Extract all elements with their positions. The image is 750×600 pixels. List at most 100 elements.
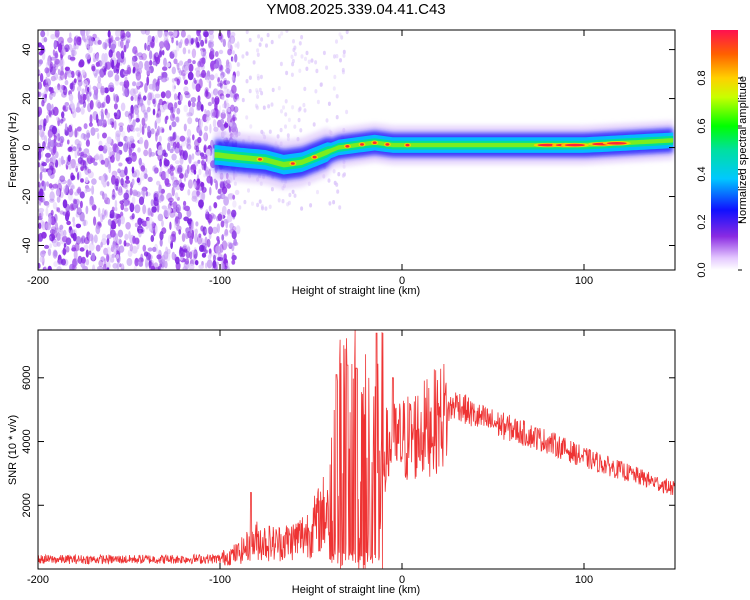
noise-speckle-sparse: [277, 34, 281, 39]
snr-y-label: SNR (10 * v/v): [7, 415, 19, 485]
noise-speckle-sparse: [261, 206, 264, 211]
noise-speckle: [145, 258, 149, 268]
noise-speckle: [97, 207, 101, 218]
noise-speckle: [113, 103, 118, 110]
noise-speckle: [204, 125, 209, 132]
noise-speckle: [38, 106, 43, 116]
noise-speckle-sparse: [333, 74, 337, 80]
noise-speckle: [116, 109, 121, 120]
band-hot-core: [312, 155, 317, 159]
noise-speckle-sparse: [277, 198, 281, 203]
noise-speckle: [220, 262, 225, 270]
noise-speckle: [236, 41, 240, 49]
noise-speckle: [119, 125, 124, 132]
noise-speckle: [158, 184, 162, 194]
noise-speckle: [217, 257, 224, 262]
noise-speckle: [195, 36, 199, 46]
noise-speckle: [101, 111, 104, 122]
noise-speckle: [180, 30, 186, 38]
noise-speckle-sparse: [256, 76, 260, 81]
noise-speckle: [215, 180, 219, 190]
noise-speckle: [95, 244, 101, 252]
noise-speckle: [174, 160, 180, 165]
noise-speckle: [183, 172, 187, 182]
noise-speckle: [70, 100, 74, 109]
noise-speckle: [50, 236, 54, 242]
noise-speckle: [131, 56, 135, 67]
noise-speckle: [91, 65, 96, 72]
noise-speckle: [42, 266, 47, 270]
noise-speckle: [119, 263, 122, 268]
noise-speckle: [220, 123, 226, 132]
noise-speckle: [229, 222, 234, 230]
noise-speckle: [236, 62, 240, 67]
noise-speckle: [191, 101, 196, 108]
noise-speckle: [209, 74, 215, 81]
noise-speckle: [172, 82, 176, 92]
noise-speckle: [101, 214, 105, 220]
snr-y-ticks: 2000 4000 6000: [21, 366, 675, 518]
noise-speckle: [134, 49, 139, 57]
noise-speckle: [78, 99, 84, 105]
noise-speckle: [175, 216, 179, 224]
noise-speckle: [104, 210, 107, 216]
noise-speckle: [77, 90, 81, 101]
spectrogram-x-tick-label: -200: [27, 275, 49, 287]
noise-speckle: [51, 125, 58, 135]
noise-speckle: [144, 112, 149, 122]
noise-speckle-sparse: [339, 58, 342, 63]
noise-speckle: [234, 93, 240, 100]
noise-speckle-sparse: [298, 68, 302, 74]
noise-speckle-sparse: [325, 118, 329, 123]
noise-speckle: [54, 221, 59, 231]
noise-speckle: [198, 233, 202, 238]
noise-speckle: [54, 58, 60, 65]
noise-speckle: [107, 198, 111, 205]
noise-speckle: [198, 264, 205, 269]
noise-speckle: [157, 149, 163, 156]
noise-speckle: [187, 117, 193, 125]
noise-speckle-sparse: [343, 172, 346, 177]
noise-speckle: [173, 58, 178, 65]
noise-speckle: [53, 85, 60, 94]
noise-speckle: [227, 48, 233, 56]
noise-speckle: [197, 159, 201, 164]
noise-speckle: [107, 70, 114, 78]
noise-speckle: [164, 171, 170, 179]
noise-speckle: [39, 188, 44, 198]
noise-speckle: [194, 79, 197, 85]
noise-speckle: [188, 63, 194, 72]
noise-speckle: [84, 165, 88, 170]
noise-speckle: [225, 262, 230, 267]
noise-speckle: [197, 190, 200, 198]
snr-y-tick-label: 2000: [21, 493, 33, 517]
noise-speckle: [80, 165, 84, 172]
noise-speckle-sparse: [231, 76, 235, 81]
noise-speckle: [43, 265, 47, 270]
noise-speckle: [178, 229, 182, 235]
noise-speckle: [95, 53, 99, 62]
noise-speckle: [134, 107, 140, 115]
noise-speckle: [61, 235, 68, 243]
noise-speckle-sparse: [268, 129, 272, 134]
noise-speckle: [220, 118, 225, 125]
noise-speckle: [93, 57, 97, 63]
noise-speckle: [41, 37, 45, 43]
noise-speckle: [38, 234, 41, 242]
noise-speckle: [101, 53, 106, 63]
snr-x-tick-label: -200: [27, 574, 49, 586]
noise-speckle-sparse: [237, 62, 241, 67]
noise-speckle: [201, 183, 205, 191]
noise-speckle: [102, 66, 106, 73]
noise-speckle: [142, 204, 147, 215]
colorbar-label: Normalized spectral amplitude: [737, 76, 749, 224]
noise-speckle: [89, 114, 93, 124]
noise-speckle: [170, 113, 176, 122]
noise-speckle: [85, 30, 91, 35]
noise-speckle: [91, 185, 95, 195]
noise-speckle: [171, 231, 177, 237]
noise-speckle: [144, 42, 147, 51]
noise-speckle: [220, 220, 225, 228]
noise-speckle-sparse: [267, 104, 271, 109]
